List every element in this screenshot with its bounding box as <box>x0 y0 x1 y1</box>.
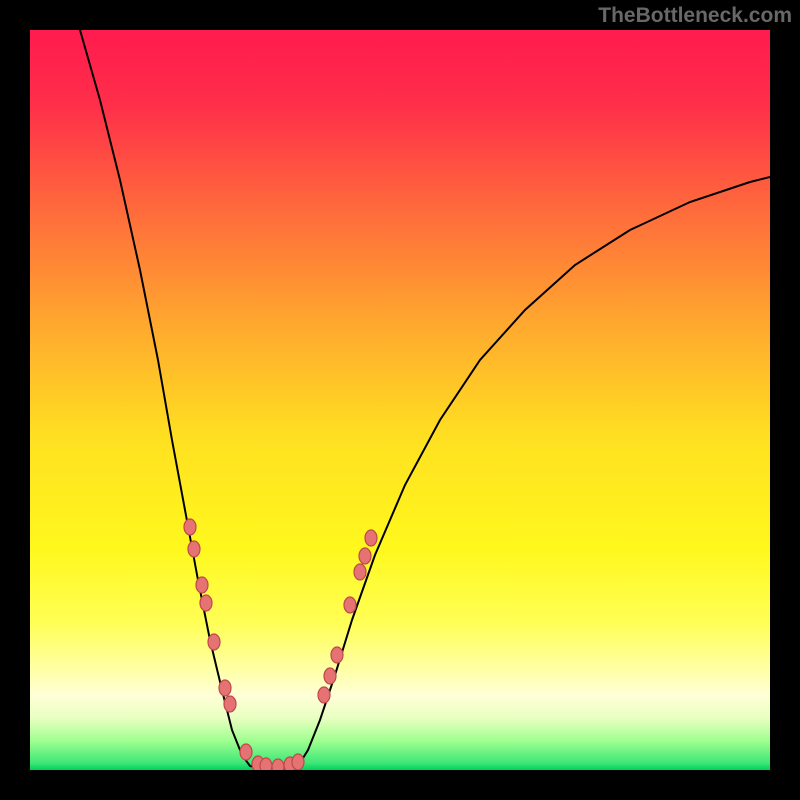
data-marker <box>272 759 284 770</box>
plot-area <box>30 30 770 770</box>
data-marker <box>200 595 212 611</box>
data-marker <box>354 564 366 580</box>
data-marker <box>188 541 200 557</box>
data-marker <box>219 680 231 696</box>
data-marker <box>260 758 272 770</box>
chart-container: TheBottleneck.com <box>0 0 800 800</box>
data-marker <box>208 634 220 650</box>
data-marker <box>224 696 236 712</box>
data-marker <box>240 744 252 760</box>
curve-path <box>80 30 770 770</box>
data-marker <box>344 597 356 613</box>
data-marker <box>318 687 330 703</box>
data-marker <box>196 577 208 593</box>
watermark-text: TheBottleneck.com <box>598 4 792 28</box>
data-marker <box>359 548 371 564</box>
data-marker <box>324 668 336 684</box>
data-marker <box>331 647 343 663</box>
data-marker <box>365 530 377 546</box>
data-marker <box>292 754 304 770</box>
data-marker <box>184 519 196 535</box>
bottleneck-curve <box>30 30 770 770</box>
